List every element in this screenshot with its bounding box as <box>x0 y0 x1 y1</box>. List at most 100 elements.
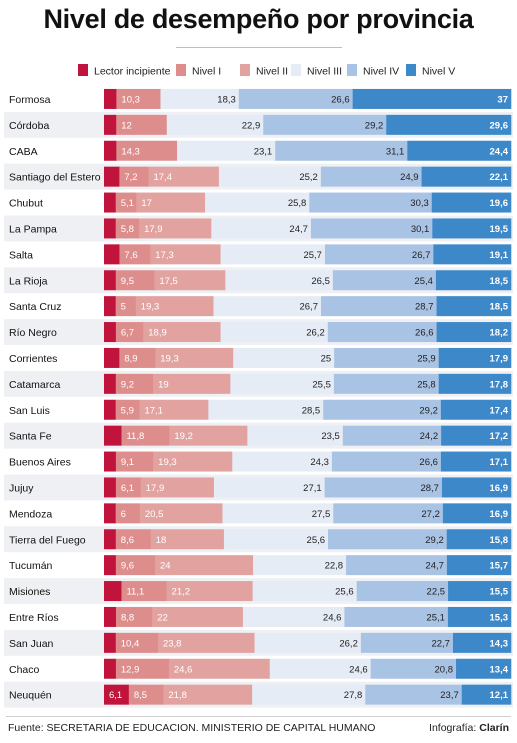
data-label-nivel-i: 9,1 <box>121 457 134 468</box>
data-label-nivel-i: 5,9 <box>121 405 134 416</box>
data-label-nivel-iii: 24,6 <box>349 664 368 675</box>
category-label: Corrientes <box>9 353 57 365</box>
bar-lector-incipiente <box>104 477 117 498</box>
data-label-nivel-ii: 17,1 <box>144 405 163 416</box>
data-label-nivel-iv: 26,7 <box>412 250 431 261</box>
bar-lector-incipiente <box>104 632 117 653</box>
data-label-nivel-v: 29,6 <box>490 120 509 131</box>
bar-lector-incipiente <box>104 581 122 602</box>
data-label-nivel-iii: 25,8 <box>288 198 307 209</box>
bar-nivel-iii <box>177 140 276 161</box>
data-label-nivel-iii: 24,7 <box>289 224 308 235</box>
bar-nivel-iv <box>356 581 449 602</box>
data-label-nivel-iv: 26,6 <box>419 457 438 468</box>
data-label-nivel-ii: 19,3 <box>160 353 179 364</box>
legend-swatch-nivel-v <box>406 64 416 76</box>
data-label-nivel-iii: 23,1 <box>254 146 273 157</box>
data-label-nivel-iv: 29,2 <box>365 120 384 131</box>
data-label-nivel-iii: 26,2 <box>306 328 325 339</box>
bar-nivel-ii <box>140 477 215 498</box>
bar-nivel-v <box>435 270 512 291</box>
bar-nivel-i <box>115 322 144 343</box>
bar-nivel-ii <box>139 218 212 239</box>
legend-item-nivel-iii: Nivel III <box>291 64 342 78</box>
chart-title: Nivel de desempeño por provincia <box>43 4 474 34</box>
bar-nivel-iv <box>324 244 434 265</box>
bar-nivel-v <box>441 477 512 498</box>
bar-nivel-iii <box>223 529 329 550</box>
credit-note: Infografía: Clarín <box>429 722 509 734</box>
bar-nivel-iv <box>327 322 437 343</box>
data-label-nivel-iii: 26,2 <box>339 638 358 649</box>
data-label-nivel-iv: 22,7 <box>431 638 450 649</box>
category-label: Misiones <box>9 586 50 598</box>
bar-lector-incipiente <box>104 347 120 368</box>
bar-nivel-v <box>456 658 512 679</box>
category-label: San Juan <box>9 638 54 650</box>
bar-nivel-v <box>447 606 512 627</box>
data-label-nivel-ii: 18,9 <box>148 328 167 339</box>
bar-nivel-ii <box>163 684 253 705</box>
bar-nivel-iv <box>331 451 442 472</box>
data-label-nivel-iv: 24,7 <box>425 561 444 572</box>
bar-nivel-ii <box>152 606 244 627</box>
bar-lector-incipiente <box>104 296 116 317</box>
category-label: Catamarca <box>9 379 61 391</box>
legend-swatch-nivel-ii <box>240 64 250 76</box>
data-label-nivel-iv: 25,8 <box>417 379 436 390</box>
legend-label-nivel-iii: Nivel III <box>307 66 342 78</box>
credit-prefix: Infografía: <box>429 722 477 734</box>
legend-item-nivel-ii: Nivel II <box>240 64 288 78</box>
bar-nivel-v <box>436 322 512 343</box>
data-label-nivel-ii: 20,5 <box>145 509 164 520</box>
bar-nivel-i <box>128 684 164 705</box>
title-divider <box>176 47 342 48</box>
bar-nivel-iii <box>213 477 325 498</box>
bar-nivel-ii <box>169 425 248 446</box>
data-label-nivel-iii: 24,3 <box>310 457 329 468</box>
bar-nivel-iv <box>320 166 422 187</box>
data-label-nivel-v: 16,9 <box>490 509 509 520</box>
data-label-nivel-iii: 27,8 <box>344 690 363 701</box>
data-label-nivel-iii: 25,2 <box>299 172 318 183</box>
bar-nivel-v <box>432 218 512 239</box>
data-label-nivel-ii: 17,9 <box>146 483 165 494</box>
bar-nivel-v <box>407 140 512 161</box>
legend-swatch-lector-incipiente <box>78 64 88 76</box>
data-label-nivel-iii: 23,5 <box>321 431 340 442</box>
legend-swatch-nivel-iii <box>291 64 301 76</box>
bar-nivel-iii <box>225 270 334 291</box>
bar-nivel-iii <box>232 451 333 472</box>
data-label-nivel-i: 8,5 <box>134 690 147 701</box>
bar-nivel-ii <box>150 244 221 265</box>
data-label-nivel-v: 14,3 <box>490 638 509 649</box>
data-label-nivel-v: 17,1 <box>490 457 509 468</box>
bar-lector-incipiente <box>104 529 117 550</box>
data-label-nivel-iv: 28,7 <box>420 483 439 494</box>
data-label-nivel-i: 5,8 <box>121 224 134 235</box>
bar-nivel-i <box>119 166 149 187</box>
bar-lector-incipiente <box>104 114 117 135</box>
legend-item-nivel-v: Nivel V <box>406 64 455 78</box>
data-label-nivel-i: 8,8 <box>121 612 134 623</box>
data-label-nivel-iv: 25,4 <box>414 276 433 287</box>
bar-nivel-i <box>115 477 142 498</box>
data-label-nivel-ii: 17,9 <box>144 224 163 235</box>
category-label: Córdoba <box>9 120 49 132</box>
data-label-nivel-iii: 28,5 <box>302 405 321 416</box>
bar-nivel-ii <box>150 529 225 550</box>
bar-lector-incipiente <box>104 244 120 265</box>
data-label-nivel-ii: 21,2 <box>172 587 191 598</box>
bar-nivel-i <box>115 296 137 317</box>
bar-lector-incipiente <box>104 140 117 161</box>
bar-nivel-v <box>440 399 512 420</box>
data-label-nivel-iv: 30,3 <box>410 198 429 209</box>
bar-nivel-iv <box>365 684 463 705</box>
data-label-nivel-i: 11,1 <box>126 587 144 598</box>
credit-name: Clarín <box>479 722 509 734</box>
data-label-nivel-v: 17,8 <box>490 379 509 390</box>
bar-lector-incipiente <box>104 218 116 239</box>
bar-nivel-i <box>121 425 170 446</box>
data-label-nivel-i: 9,2 <box>121 379 134 390</box>
data-label-nivel-iii: 27,5 <box>312 509 331 520</box>
